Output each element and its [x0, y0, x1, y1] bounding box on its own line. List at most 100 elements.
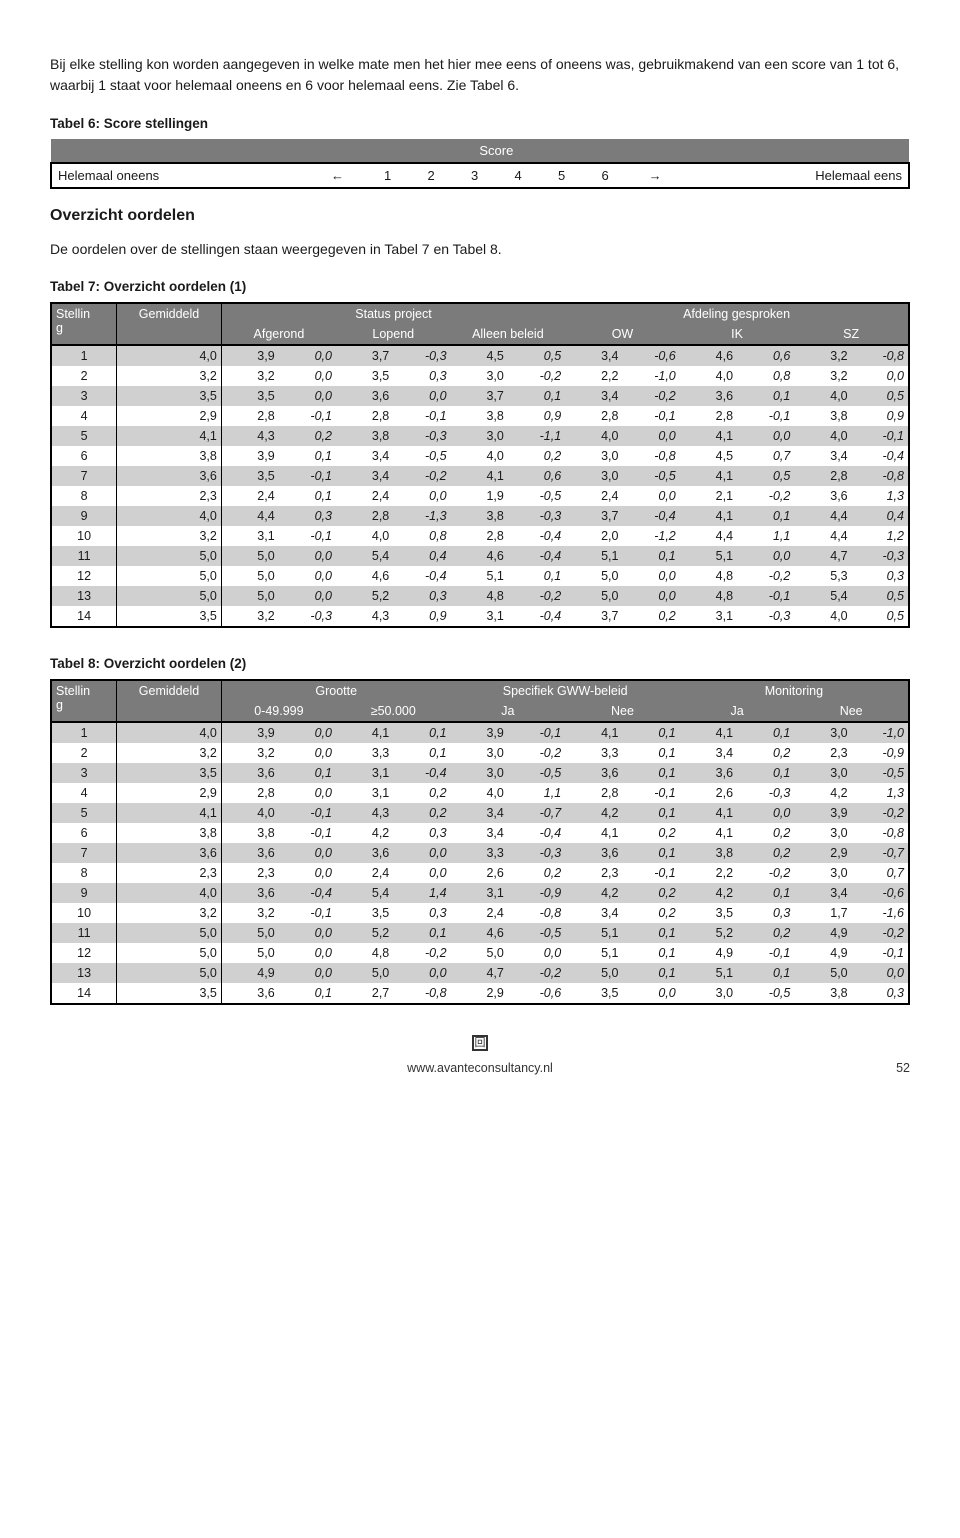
cell-dif: 0,5: [737, 466, 794, 486]
cell-val: 4,5: [451, 345, 508, 366]
cell-val: 3,0: [680, 983, 737, 1004]
cell-stelling: 9: [51, 883, 117, 903]
cell-val: 2,8: [794, 466, 851, 486]
cell-val: 3,4: [680, 743, 737, 763]
cell-val: 5,0: [336, 963, 393, 983]
page-number: 52: [896, 1061, 910, 1075]
cell-val: 2,2: [565, 366, 622, 386]
cell-dif: -0,1: [279, 406, 336, 426]
cell-val: 3,8: [680, 843, 737, 863]
col-status: Status project: [221, 303, 565, 324]
cell-val: 3,0: [794, 823, 851, 843]
cell-stelling: 3: [51, 386, 117, 406]
cell-val: 4,9: [221, 963, 278, 983]
cell-dif: 0,0: [279, 345, 336, 366]
intro-text: Bij elke stelling kon worden aangegeven …: [50, 54, 910, 96]
cell-val: 5,4: [794, 586, 851, 606]
cell-val: 3,9: [451, 722, 508, 743]
cell-dif: 0,0: [393, 843, 450, 863]
score-4: 4: [496, 163, 540, 188]
cell-dif: -0,2: [393, 466, 450, 486]
cell-dif: 0,0: [393, 863, 450, 883]
col-sub: ≥50.000: [336, 701, 451, 722]
cell-dif: -0,7: [852, 843, 909, 863]
cell-val: 3,0: [451, 426, 508, 446]
cell-val: 2,8: [565, 406, 622, 426]
cell-dif: -0,2: [737, 863, 794, 883]
cell-val: 4,1: [451, 466, 508, 486]
cell-dif: -0,5: [508, 486, 565, 506]
cell-dif: 0,0: [393, 386, 450, 406]
cell-dif: 0,9: [393, 606, 450, 627]
cell-gem: 4,1: [117, 426, 222, 446]
cell-stelling: 13: [51, 586, 117, 606]
cell-dif: 0,1: [393, 722, 450, 743]
cell-gem: 4,0: [117, 345, 222, 366]
cell-val: 4,0: [794, 386, 851, 406]
score-2: 2: [409, 163, 453, 188]
cell-val: 3,8: [451, 406, 508, 426]
overzicht-title: Overzicht oordelen: [50, 207, 910, 225]
cell-dif: 1,4: [393, 883, 450, 903]
cell-dif: -0,8: [622, 446, 679, 466]
cell-dif: -0,5: [852, 763, 909, 783]
table8-caption: Tabel 8: Overzicht oordelen (2): [50, 656, 910, 671]
cell-dif: 0,3: [852, 983, 909, 1004]
cell-val: 3,4: [565, 345, 622, 366]
score-left: Helemaal oneens: [51, 163, 309, 188]
cell-val: 2,7: [336, 983, 393, 1004]
cell-val: 5,0: [221, 586, 278, 606]
cell-val: 2,3: [794, 743, 851, 763]
cell-val: 2,0: [565, 526, 622, 546]
cell-gem: 4,0: [117, 506, 222, 526]
cell-val: 2,9: [451, 983, 508, 1004]
cell-dif: -0,2: [737, 486, 794, 506]
cell-val: 4,1: [680, 466, 737, 486]
table8: StellingGemiddeldGrootteSpecifiek GWW-be…: [50, 679, 910, 1005]
overzicht-text: De oordelen over de stellingen staan wee…: [50, 239, 910, 259]
cell-val: 5,0: [794, 963, 851, 983]
cell-dif: -0,3: [508, 843, 565, 863]
cell-dif: -0,1: [622, 783, 679, 803]
cell-gem: 2,3: [117, 486, 222, 506]
cell-val: 5,4: [336, 883, 393, 903]
cell-dif: -0,6: [622, 345, 679, 366]
cell-dif: -0,4: [852, 446, 909, 466]
cell-dif: -0,1: [737, 943, 794, 963]
cell-val: 4,1: [565, 722, 622, 743]
cell-gem: 3,6: [117, 466, 222, 486]
cell-val: 3,8: [451, 506, 508, 526]
cell-val: 3,1: [221, 526, 278, 546]
cell-dif: 0,7: [737, 446, 794, 466]
cell-dif: 0,0: [508, 943, 565, 963]
cell-dif: 0,8: [737, 366, 794, 386]
cell-dif: -0,1: [279, 903, 336, 923]
cell-val: 5,0: [221, 943, 278, 963]
cell-val: 4,2: [565, 883, 622, 903]
cell-dif: 0,3: [393, 586, 450, 606]
cell-dif: 0,5: [852, 606, 909, 627]
cell-val: 3,9: [221, 446, 278, 466]
cell-val: 2,4: [336, 486, 393, 506]
cell-dif: 0,6: [508, 466, 565, 486]
cell-val: 3,5: [221, 466, 278, 486]
cell-dif: 0,1: [622, 923, 679, 943]
cell-val: 4,2: [336, 823, 393, 843]
cell-val: 3,4: [794, 883, 851, 903]
cell-stelling: 9: [51, 506, 117, 526]
cell-val: 3,4: [336, 466, 393, 486]
cell-stelling: 6: [51, 823, 117, 843]
cell-stelling: 6: [51, 446, 117, 466]
col-stelling: Stelling: [51, 303, 117, 345]
cell-val: 4,2: [794, 783, 851, 803]
cell-val: 3,6: [336, 843, 393, 863]
cell-dif: -0,8: [852, 345, 909, 366]
cell-gem: 2,3: [117, 863, 222, 883]
cell-dif: -0,3: [393, 426, 450, 446]
cell-val: 3,6: [221, 883, 278, 903]
cell-val: 2,3: [565, 863, 622, 883]
cell-dif: -0,1: [737, 406, 794, 426]
cell-val: 3,0: [794, 863, 851, 883]
cell-val: 5,1: [565, 546, 622, 566]
cell-dif: 1,1: [737, 526, 794, 546]
